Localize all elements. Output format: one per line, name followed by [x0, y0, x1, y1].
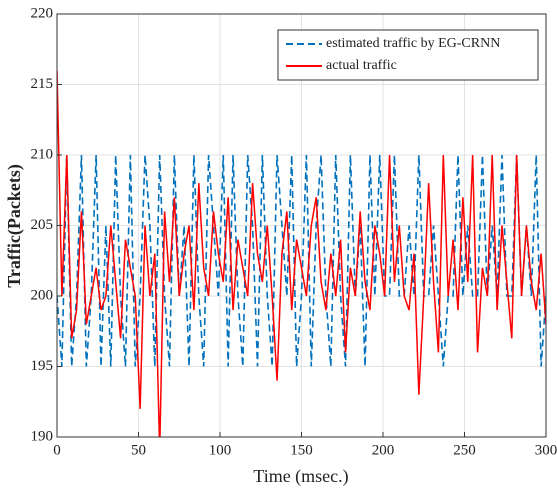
y-tick-label: 210 [31, 146, 54, 162]
x-axis-label: Time (msec.) [253, 466, 348, 487]
legend-box [277, 29, 539, 81]
legend-label: estimated traffic by EG-CRNN [326, 36, 500, 51]
y-tick-label: 205 [31, 217, 54, 233]
y-tick-label: 220 [31, 5, 54, 21]
x-tick-label: 300 [535, 442, 557, 458]
y-tick-label: 215 [31, 76, 54, 92]
x-tick-label: 150 [290, 442, 313, 458]
series-line [57, 70, 546, 437]
x-tick-label: 0 [53, 442, 61, 458]
x-tick-label: 100 [209, 442, 232, 458]
legend-label: actual traffic [326, 58, 397, 73]
y-tick-label: 190 [31, 428, 54, 444]
series-line [57, 154, 546, 367]
y-axis-label: Traffic(Packets) [4, 164, 25, 288]
x-tick-label: 50 [131, 442, 146, 458]
x-tick-label: 200 [372, 442, 395, 458]
y-tick-label: 200 [31, 287, 54, 303]
x-tick-label: 250 [453, 442, 476, 458]
y-tick-label: 195 [31, 358, 54, 374]
